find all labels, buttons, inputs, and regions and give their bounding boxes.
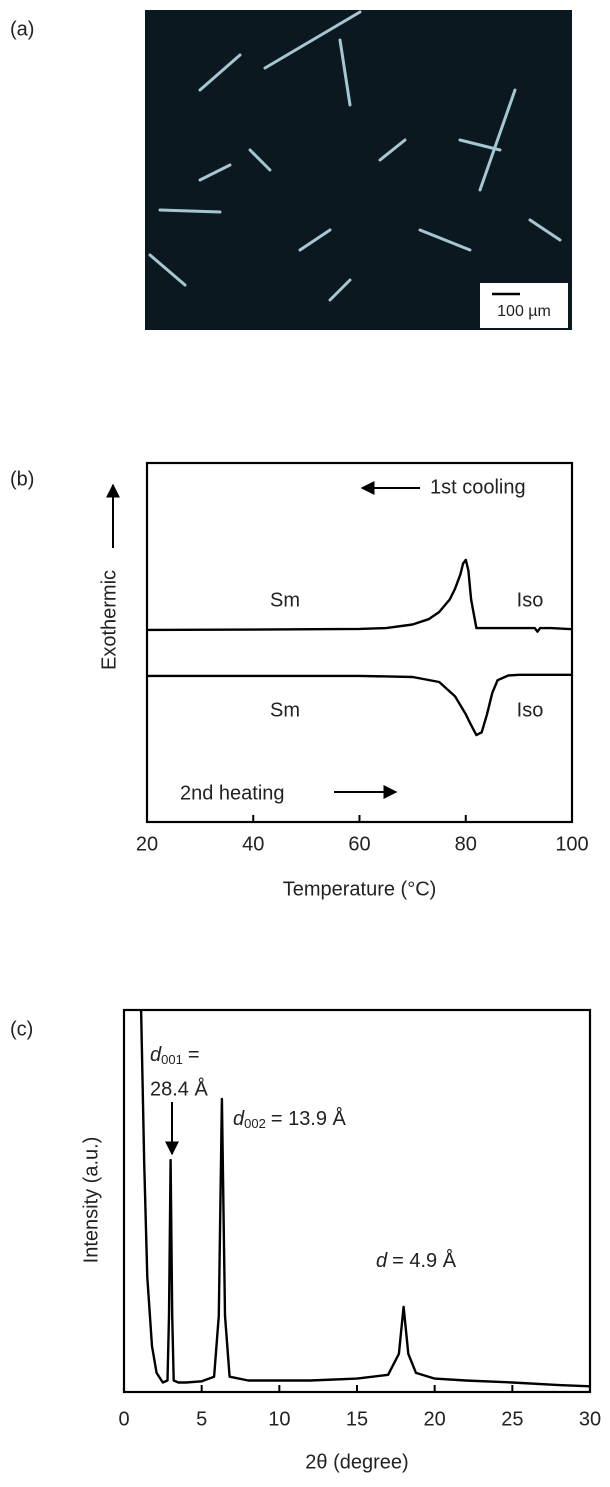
x-tick-label: 80 <box>455 833 477 855</box>
annotation: Sm <box>270 589 300 611</box>
symbol: d <box>150 1044 162 1066</box>
x-tick-label: 30 <box>579 1408 601 1430</box>
annotation: d = 4.9 Å <box>376 1249 457 1272</box>
x-tick-label: 15 <box>346 1408 368 1430</box>
x-tick-label: 60 <box>348 833 370 855</box>
y-axis-label: Intensity (a.u.) <box>80 1137 102 1264</box>
y-axis-label: Exothermic <box>98 570 120 670</box>
x-tick-label: 40 <box>242 833 264 855</box>
plot-frame <box>122 1008 592 1394</box>
annotation: 2nd heating <box>180 782 285 804</box>
x-axis-label: Temperature (°C) <box>283 878 437 900</box>
data-line <box>147 558 572 633</box>
annotation-text: = 13.9 Å <box>271 1107 347 1130</box>
panel-label: (c) <box>10 1018 33 1040</box>
symbol: d <box>233 1108 245 1130</box>
symbol: d <box>376 1250 388 1272</box>
annotation: Iso <box>517 589 544 611</box>
x-tick-label: 25 <box>501 1408 523 1430</box>
x-tick-label: 100 <box>555 833 588 855</box>
annotation: Sm <box>270 699 300 721</box>
subscript: 002 <box>244 1116 266 1131</box>
annotation: Iso <box>517 699 544 721</box>
micrograph <box>145 10 572 330</box>
x-tick-label: 0 <box>118 1408 129 1430</box>
annotation: d001 = <box>150 1044 200 1067</box>
scale-bar-label: 100 µm <box>497 303 551 320</box>
data-line <box>147 673 572 737</box>
panel-label: (a) <box>10 18 34 40</box>
annotation: 1st cooling <box>430 476 526 498</box>
data-line <box>139 1010 590 1388</box>
subscript: 001 <box>161 1052 183 1067</box>
annotation: 28.4 Å <box>150 1077 208 1100</box>
x-tick-label: 5 <box>196 1408 207 1430</box>
panel-label: (b) <box>10 468 34 490</box>
x-axis-label: 2θ (degree) <box>305 1451 408 1473</box>
plot-frame <box>145 461 574 824</box>
x-tick-label: 20 <box>136 833 158 855</box>
x-tick-label: 10 <box>268 1408 290 1430</box>
annotation-text: = 4.9 Å <box>392 1249 457 1272</box>
x-tick-label: 20 <box>424 1408 446 1430</box>
annotation: d002 = 13.9 Å <box>233 1107 347 1131</box>
equals: = <box>188 1044 200 1066</box>
